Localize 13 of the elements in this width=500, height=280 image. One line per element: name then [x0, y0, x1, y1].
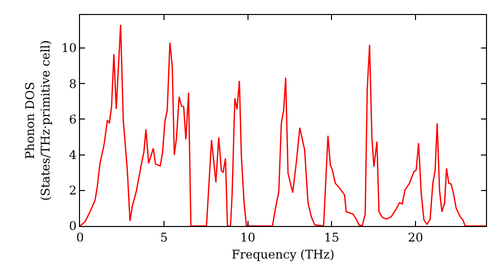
y-tick-label: 8	[68, 76, 77, 91]
y-axis-title: Phonon DOS (States/THz·primitive cell)	[23, 40, 53, 201]
y-tick-label: 0	[68, 219, 77, 234]
x-tick-label: 10	[240, 230, 256, 244]
y-tick-label: 6	[68, 112, 77, 126]
y-tick-label: 2	[68, 184, 77, 198]
x-axis-title: Frequency (THz)	[232, 247, 334, 262]
y-tick-label: 10	[61, 41, 77, 56]
x-tick-label: 15	[324, 230, 340, 244]
x-tick-label: 5	[160, 230, 168, 244]
x-tick-label: 20	[408, 230, 424, 244]
y-tick-label: 4	[68, 148, 77, 162]
line-series	[80, 24, 486, 226]
